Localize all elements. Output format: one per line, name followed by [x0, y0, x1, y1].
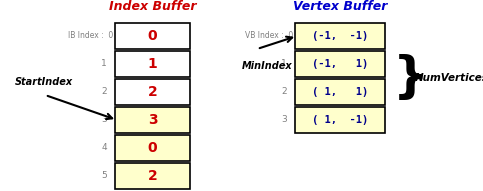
Text: 1: 1: [281, 60, 287, 69]
Text: MinIndex: MinIndex: [242, 61, 293, 71]
Text: 2: 2: [148, 85, 157, 99]
Text: (-1,  -1): (-1, -1): [312, 31, 368, 41]
Bar: [295, 23, 385, 49]
Bar: [115, 79, 190, 105]
Bar: [295, 79, 385, 105]
Text: 5: 5: [101, 172, 107, 180]
Text: 3: 3: [101, 116, 107, 125]
Text: 2: 2: [148, 169, 157, 183]
Bar: [115, 163, 190, 189]
Text: 0: 0: [148, 29, 157, 43]
Text: Index Buffer: Index Buffer: [109, 0, 196, 12]
Text: StartIndex: StartIndex: [15, 77, 73, 87]
Bar: [295, 107, 385, 133]
Text: 1: 1: [148, 57, 157, 71]
Text: VB Index :  0: VB Index : 0: [245, 32, 293, 40]
Text: 2: 2: [101, 87, 107, 96]
Text: ( 1,  -1): ( 1, -1): [312, 115, 368, 125]
Text: IB Index :  0: IB Index : 0: [68, 32, 113, 40]
Bar: [115, 51, 190, 77]
Text: 3: 3: [148, 113, 157, 127]
Text: 4: 4: [101, 143, 107, 152]
Text: 3: 3: [281, 116, 287, 125]
Text: 1: 1: [101, 60, 107, 69]
Text: (-1,   1): (-1, 1): [312, 59, 368, 69]
Bar: [115, 135, 190, 161]
Text: NumVertices: NumVertices: [415, 73, 483, 83]
Text: }: }: [393, 54, 428, 102]
Text: 2: 2: [282, 87, 287, 96]
Bar: [295, 51, 385, 77]
Text: 0: 0: [148, 141, 157, 155]
Bar: [115, 23, 190, 49]
Text: Vertex Buffer: Vertex Buffer: [293, 0, 387, 12]
Text: ( 1,   1): ( 1, 1): [312, 87, 368, 97]
Bar: [115, 107, 190, 133]
